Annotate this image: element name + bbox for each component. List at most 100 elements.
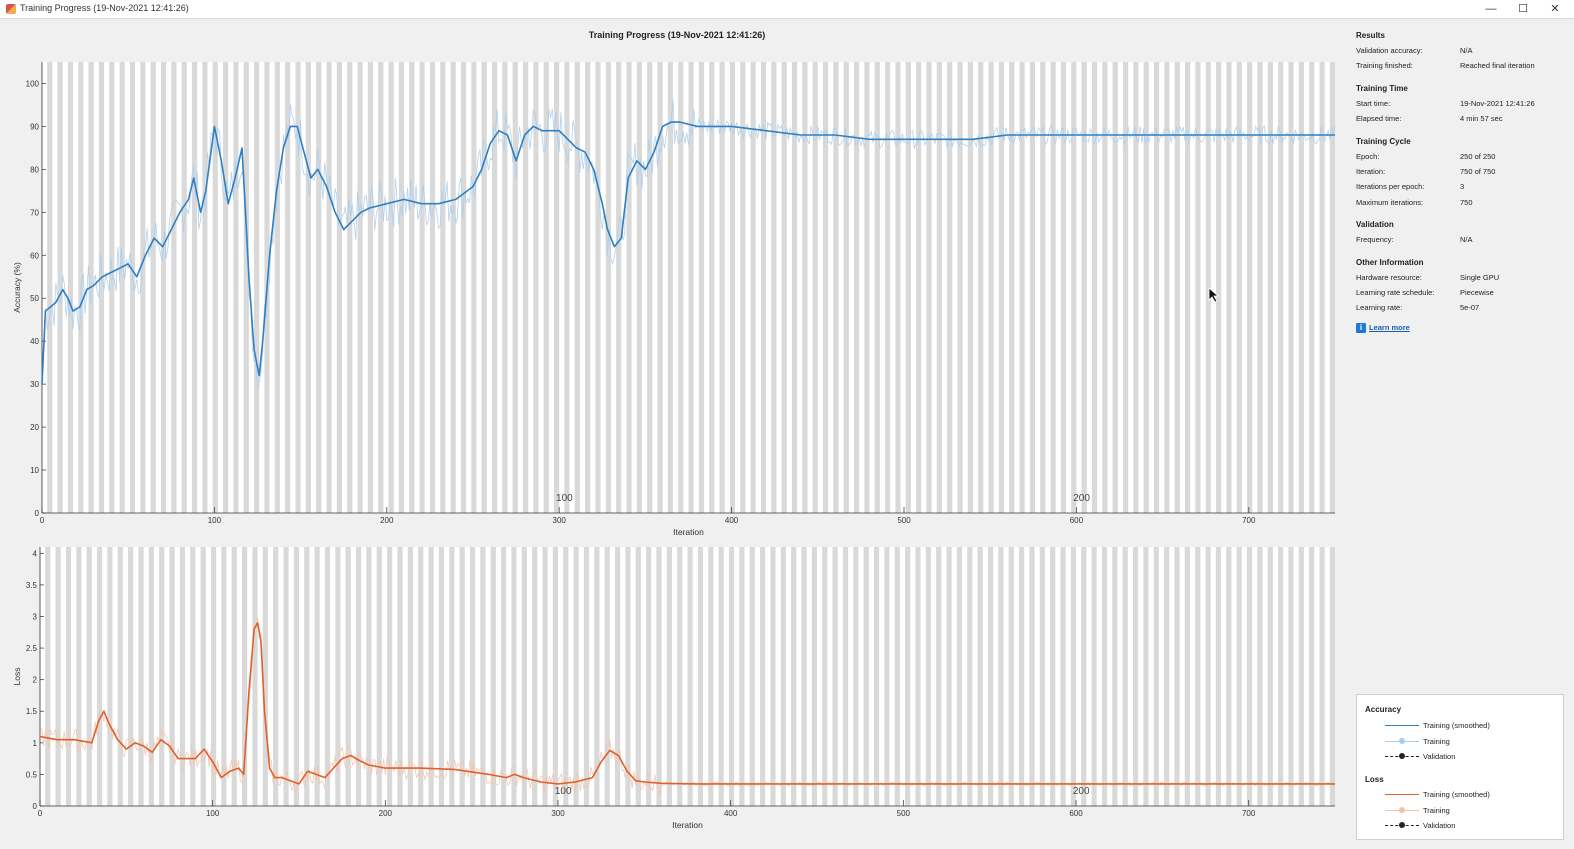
loss-epoch-band — [1298, 547, 1304, 806]
accuracy-epoch-band — [1050, 62, 1056, 513]
legend-item: Training — [1423, 737, 1450, 746]
loss-epoch-band — [511, 547, 517, 806]
accuracy-epoch-band — [171, 62, 177, 513]
loss-epoch-label: 200 — [1073, 786, 1090, 797]
info-value: N/A — [1460, 235, 1473, 245]
close-button[interactable]: ✕ — [1540, 0, 1570, 18]
accuracy-epoch-band — [1319, 62, 1325, 513]
accuracy-epoch-band — [626, 62, 632, 513]
loss-xtick-label: 500 — [897, 809, 911, 818]
loss-epoch-band — [635, 547, 641, 806]
accuracy-epoch-band — [1226, 62, 1232, 513]
loss-epoch-band — [946, 547, 952, 806]
loss-epoch-band — [625, 547, 631, 806]
loss-epoch-band — [687, 547, 693, 806]
loss-epoch-band — [1257, 547, 1263, 806]
info-value: 3 — [1460, 182, 1465, 192]
loss-epoch-band — [1081, 547, 1087, 806]
loss-epoch-band — [335, 547, 341, 806]
accuracy-epoch-band — [781, 62, 787, 513]
accuracy-xtick-label: 100 — [208, 516, 222, 525]
training-cycle-heading: Training Cycle — [1356, 136, 1411, 146]
other-information-heading: Other Information — [1356, 257, 1424, 267]
accuracy-epoch-band — [678, 62, 684, 513]
loss-epoch-band — [1101, 547, 1108, 806]
info-label: Epoch: — [1356, 151, 1380, 161]
legend-item: Validation — [1423, 752, 1456, 761]
loss-epoch-band — [1164, 547, 1170, 806]
maximize-button[interactable]: ☐ — [1508, 0, 1538, 18]
loss-epoch-band — [1288, 547, 1294, 806]
loss-epoch-band — [760, 547, 766, 806]
accuracy-epoch-band — [1236, 62, 1242, 513]
accuracy-ytick-label: 20 — [30, 423, 39, 432]
accuracy-epoch-band — [1112, 62, 1118, 513]
loss-epoch-band — [563, 547, 569, 806]
accuracy-epoch-band — [616, 62, 622, 513]
accuracy-epoch-band — [574, 62, 580, 513]
accuracy-epoch-band — [1133, 62, 1139, 513]
accuracy-epoch-band — [667, 62, 673, 513]
info-value: 19-Nov-2021 12:41:26 — [1460, 98, 1535, 108]
accuracy-epoch-band — [988, 62, 994, 513]
loss-epoch-band — [1070, 547, 1076, 806]
accuracy-epoch-band — [854, 62, 860, 513]
accuracy-epoch-band — [998, 62, 1004, 513]
loss-training-smoothed-line — [39, 621, 1335, 785]
info-label: Validation accuracy: — [1356, 46, 1423, 55]
accuracy-epoch-band — [1298, 62, 1304, 513]
loss-epoch-band — [1112, 547, 1118, 806]
loss-epoch-band — [594, 547, 600, 806]
loss-epoch-band — [801, 547, 807, 806]
accuracy-epoch-band — [326, 62, 332, 513]
loss-epoch-band — [324, 547, 331, 806]
accuracy-epoch-band — [419, 62, 425, 513]
loss-epoch-band — [677, 547, 683, 806]
info-label: Iteration: — [1356, 166, 1386, 176]
loss-epoch-band — [262, 547, 268, 806]
accuracy-epoch-band — [1060, 62, 1067, 513]
accuracy-xlabel: Iteration — [673, 527, 704, 537]
info-row: Training finished: Reached final iteratio… — [1356, 58, 1566, 73]
loss-epoch-band — [822, 547, 828, 806]
info-row: Epoch: 250 of 250 — [1356, 149, 1566, 164]
maximize-icon: ☐ — [1518, 3, 1528, 15]
accuracy-ytick-label: 80 — [30, 165, 39, 174]
accuracy-ytick-label: 90 — [30, 122, 39, 131]
loss-epoch-band — [894, 547, 900, 806]
learn-more-link[interactable]: i Learn more — [1356, 322, 1566, 333]
loss-ytick-label: 0 — [33, 802, 38, 811]
accuracy-ylabel: Accuracy (%) — [12, 262, 22, 313]
loss-epoch-band — [449, 547, 455, 806]
loss-epoch-band — [387, 547, 393, 806]
accuracy-epoch-band — [1019, 62, 1025, 513]
info-row: Frequency: N/A — [1356, 232, 1566, 247]
legend-accuracy-heading: Accuracy — [1365, 705, 1402, 714]
legend-loss-heading: Loss — [1365, 775, 1384, 784]
accuracy-epoch-band — [409, 62, 415, 513]
accuracy-epoch-band — [522, 62, 529, 513]
loss-epoch-band — [376, 547, 382, 806]
loss-epoch-band — [159, 547, 165, 806]
legend-item: Training (smoothed) — [1423, 721, 1490, 730]
accuracy-xtick-label: 700 — [1242, 516, 1256, 525]
loss-epoch-band — [521, 547, 527, 806]
accuracy-epoch-band — [285, 62, 291, 513]
mouse-cursor-icon — [1208, 287, 1220, 303]
accuracy-training-smoothed-line — [41, 121, 1335, 385]
loss-ytick-label: 3.5 — [26, 581, 38, 590]
accuracy-epoch-band — [1071, 62, 1077, 513]
loss-ytick-label: 4 — [33, 549, 38, 558]
accuracy-ytick-label: 30 — [30, 380, 39, 389]
validation-heading: Validation — [1356, 220, 1394, 230]
loss-epoch-band — [770, 547, 776, 806]
accuracy-epoch-band — [1267, 62, 1273, 513]
loss-epoch-band — [1039, 547, 1045, 806]
loss-epoch-band — [252, 547, 258, 806]
accuracy-epoch-band — [191, 62, 198, 513]
loss-epoch-band — [1267, 547, 1273, 806]
accuracy-epoch-band — [1185, 62, 1191, 513]
loss-epoch-band — [1153, 547, 1159, 806]
minimize-button[interactable]: — — [1476, 0, 1506, 18]
info-row: Validation accuracy: N/A — [1356, 43, 1566, 58]
